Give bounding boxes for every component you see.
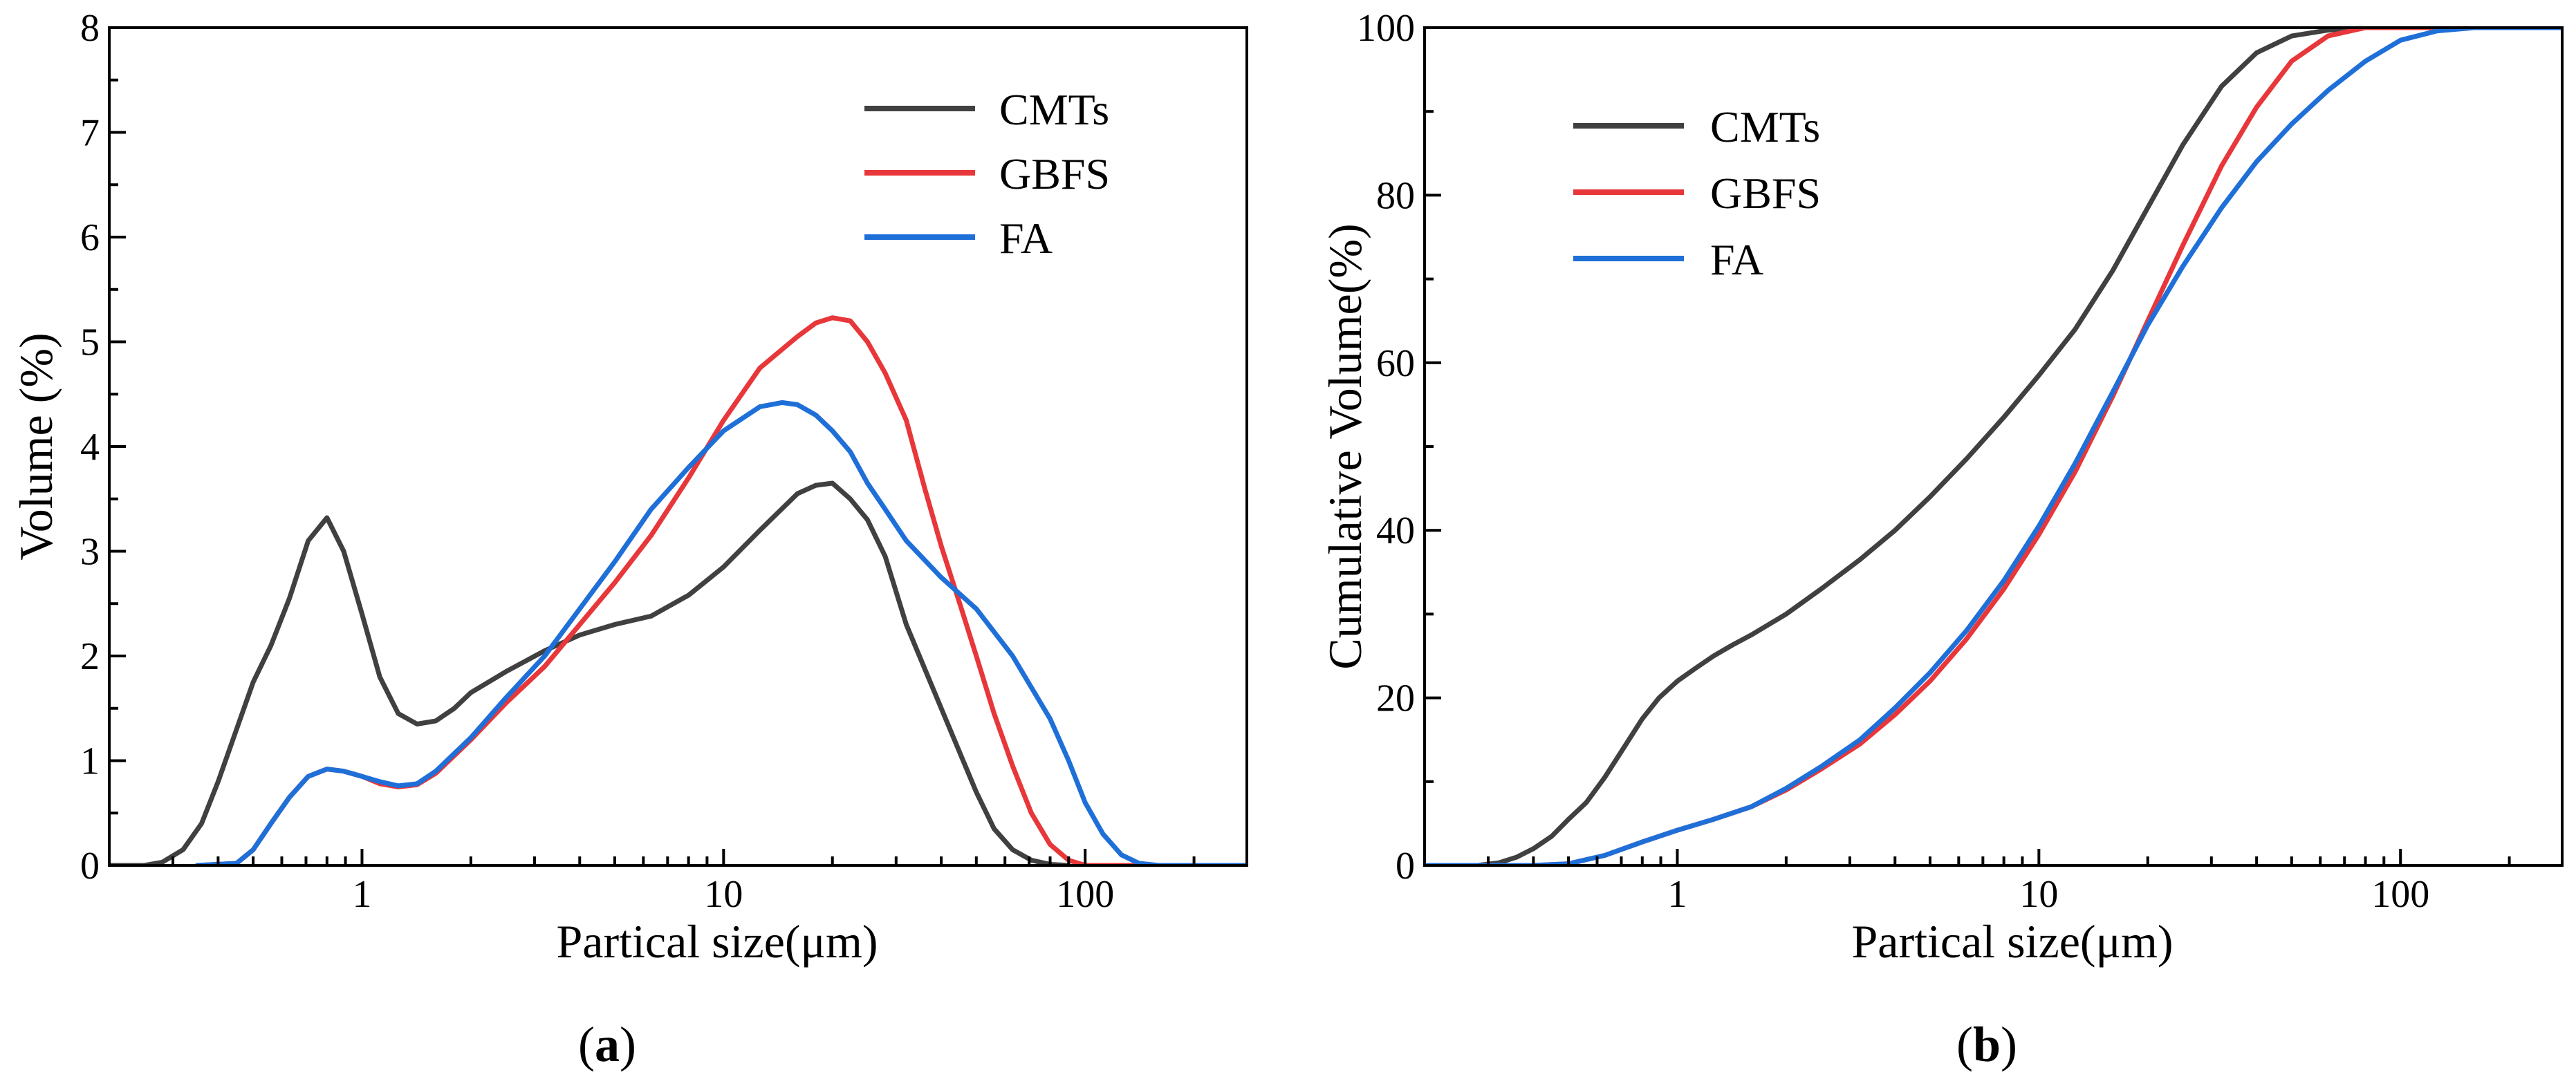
- panel-b-x-axis-title: Partical size(μm): [1851, 915, 2173, 968]
- panel-a-x-axis-title: Partical size(μm): [556, 915, 878, 968]
- y-tick-label: 60: [1376, 342, 1415, 385]
- panel-a-volume-chart: 0 1 2 3 4 5 6 7 8 1 10 100 Partical size(μm) Volum…: [10, 7, 1248, 1072]
- panel-b-cumulative-chart: 0 20 40 60 80 100 1 10 100 Partical size(μm) Cu…: [1319, 7, 2564, 1072]
- legend-label-fa: FA: [1710, 235, 1763, 284]
- panel-b-x-tick-labels: 1 10 100: [1667, 873, 2429, 916]
- x-tick-label: 100: [1056, 873, 1114, 916]
- y-tick-label: 5: [80, 321, 100, 364]
- y-tick-label: 1: [80, 740, 100, 783]
- y-tick-label: 20: [1376, 677, 1415, 720]
- legend-label-gbfs: GBFS: [1710, 169, 1821, 218]
- y-tick-label: 0: [1396, 845, 1415, 888]
- y-tick-label: 8: [80, 7, 100, 50]
- y-tick-label: 40: [1376, 509, 1415, 552]
- series-line-fa: [194, 400, 1247, 865]
- y-tick-label: 80: [1376, 174, 1415, 217]
- panel-b-y-axis-title: Cumulative Volume(%): [1319, 223, 1371, 669]
- panel-a-legend: CMTs GBFS FA: [864, 85, 1110, 263]
- panel-a-series-lines: [109, 315, 1247, 865]
- panel-a-y-tick-labels: 0 1 2 3 4 5 6 7 8: [80, 7, 100, 888]
- y-tick-label: 6: [80, 216, 100, 259]
- panel-b-legend: CMTs GBFS FA: [1573, 102, 1821, 284]
- x-tick-label: 1: [352, 873, 371, 916]
- legend-label-fa: FA: [999, 214, 1053, 263]
- series-line-cmts: [1425, 28, 2562, 865]
- x-tick-label: 100: [2371, 873, 2429, 916]
- panel-a-letter: a: [595, 1017, 620, 1072]
- panel-b-label: (b): [1956, 1017, 2017, 1072]
- y-tick-label: 3: [80, 531, 100, 574]
- y-tick-label: 100: [1357, 7, 1415, 50]
- panel-b-letter: b: [1973, 1017, 2001, 1072]
- y-tick-label: 2: [80, 635, 100, 678]
- legend-label-gbfs: GBFS: [999, 149, 1110, 198]
- x-tick-label: 10: [2019, 873, 2058, 916]
- series-line-cmts: [109, 480, 1071, 865]
- series-line-fa: [1425, 28, 2562, 865]
- panel-a-x-tick-labels: 1 10 100: [352, 873, 1114, 916]
- x-tick-label: 10: [704, 873, 743, 916]
- x-tick-label: 1: [1667, 873, 1687, 916]
- panel-a-y-axis-title: Volume (%): [10, 332, 62, 560]
- panel-b-ticks: [1423, 26, 2511, 867]
- legend-label-cmts: CMTs: [999, 85, 1109, 134]
- y-tick-label: 7: [80, 112, 100, 155]
- y-tick-label: 4: [80, 426, 100, 469]
- panel-b-series-lines: [1425, 28, 2562, 865]
- legend-label-cmts: CMTs: [1710, 102, 1820, 151]
- y-tick-label: 0: [80, 845, 100, 888]
- panel-b-y-tick-labels: 0 20 40 60 80 100: [1357, 7, 1415, 888]
- series-line-gbfs: [1425, 28, 2562, 865]
- panel-a-ticks: [108, 26, 1196, 867]
- panel-b-plot-frame: [1423, 26, 2564, 867]
- panel-a-label: (a): [578, 1017, 636, 1072]
